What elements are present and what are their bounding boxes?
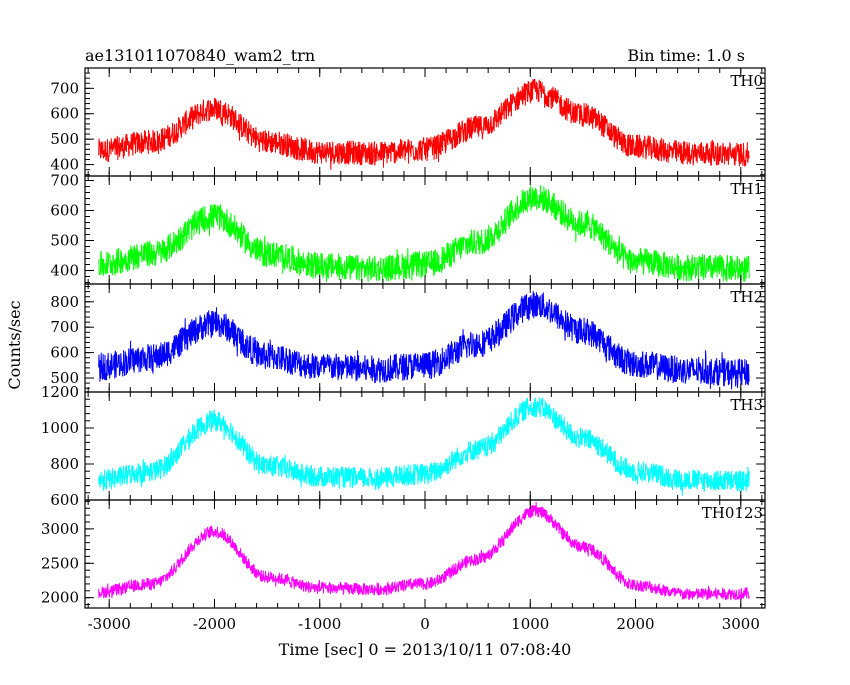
y-tick-label: 400 <box>50 262 79 280</box>
y-tick-label: 500 <box>50 369 79 387</box>
x-tick-label: -1000 <box>298 615 341 633</box>
x-tick-label: 0 <box>420 615 430 633</box>
panel-label-th0123: TH0123 <box>702 504 763 522</box>
y-axis-title: Counts/sec <box>5 300 24 389</box>
series-line-th0 <box>98 79 750 170</box>
y-tick-label: 1200 <box>41 383 79 401</box>
y-tick-label: 3000 <box>41 520 79 538</box>
chart-title: ae131011070840_wam2_trn <box>85 46 315 65</box>
y-tick-label: 600 <box>50 202 79 220</box>
series-line-th0123 <box>98 501 750 601</box>
panel-frame <box>84 67 766 177</box>
panel-label-th0: TH0 <box>730 72 763 90</box>
x-tick-label: 2000 <box>616 615 654 633</box>
x-tick-label: 3000 <box>722 615 760 633</box>
panel-th3: 600 800 1000 1200 TH3 <box>41 383 766 509</box>
series-line-th2 <box>98 291 750 390</box>
panel-label-th1: TH1 <box>730 180 763 198</box>
y-tick-label: 1000 <box>41 419 79 437</box>
panel-th1: 400 500 600 700 TH1 <box>50 172 766 285</box>
x-axis-title: Time [sec] 0 = 2013/10/11 07:08:40 <box>279 640 572 659</box>
x-tick-label: -3000 <box>88 615 131 633</box>
y-tick-label: 800 <box>50 455 79 473</box>
y-tick-label: 2500 <box>41 554 79 572</box>
y-tick-label: 800 <box>50 293 79 311</box>
y-tick-label: 700 <box>50 172 79 190</box>
y-tick-label: 600 <box>50 491 79 509</box>
x-tick-label: -2000 <box>193 615 236 633</box>
panel-th2: 500 600 700 800 TH2 <box>50 283 766 393</box>
y-tick-label: 600 <box>50 105 79 123</box>
panel-th0123: 2000 2500 3000 TH0123 <box>41 499 766 609</box>
panel-th0: 400 500 600 700 TH0 <box>50 67 766 177</box>
panel-label-th2: TH2 <box>730 288 763 306</box>
y-tick-label: 500 <box>50 232 79 250</box>
panel-label-th3: TH3 <box>730 396 763 414</box>
y-tick-label: 700 <box>50 79 79 97</box>
bin-time-label: Bin time: 1.0 s <box>627 46 745 65</box>
y-tick-label: 400 <box>50 156 79 174</box>
series-line-th3 <box>98 397 750 496</box>
x-tick-label: 1000 <box>511 615 549 633</box>
y-tick-label: 600 <box>50 344 79 362</box>
y-tick-label: 700 <box>50 318 79 336</box>
y-tick-label: 500 <box>50 130 79 148</box>
y-tick-label: 2000 <box>41 589 79 607</box>
series-line-th1 <box>98 185 750 283</box>
panels: 400 500 600 700 TH0 400 500 600 700 TH1 500 600 700 8… <box>41 67 766 633</box>
